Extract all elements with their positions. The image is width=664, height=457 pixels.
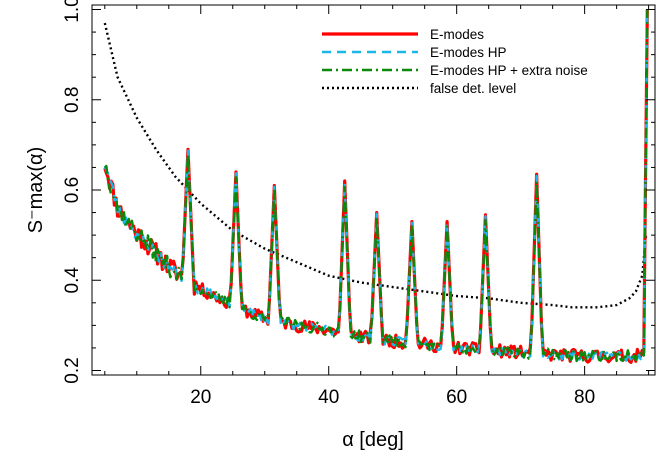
x-axis-ticks: 20 40 60 80 xyxy=(104,5,650,408)
y-axis-ticks: 0.2 0.4 0.6 0.8 1.0 xyxy=(62,0,655,384)
series-line-false-det-level xyxy=(103,22,648,309)
x-axis-title: α [deg] xyxy=(342,429,404,451)
y-axis-title: S⁻max(α) xyxy=(25,147,47,234)
x-tick-label: 60 xyxy=(446,387,467,408)
series-line-e-modes-hp xyxy=(103,9,649,362)
y-tick-label: 0.6 xyxy=(62,177,83,203)
y-tick-label: 0.8 xyxy=(62,87,83,113)
x-tick-label: 80 xyxy=(574,387,595,408)
x-tick-label: 20 xyxy=(190,387,211,408)
plot-area: 20 40 60 80 0.2 0.4 0.6 0.8 1.0 xyxy=(62,0,656,408)
y-tick-label: 0.4 xyxy=(62,267,83,294)
plot-frame xyxy=(91,4,656,376)
legend-label: E-modes HP + extra noise xyxy=(430,63,588,78)
legend-label: E-modes HP xyxy=(430,45,507,60)
legend-label: E-modes xyxy=(430,27,484,42)
legend-label: false det. level xyxy=(430,81,516,96)
x-tick-label: 40 xyxy=(318,387,339,408)
series-line-e-modes-hp-extra-noise xyxy=(103,9,649,363)
legend: E-modes E-modes HP E-modes HP + extra nois… xyxy=(322,27,588,96)
series-group xyxy=(103,9,649,364)
y-tick-label: 1.0 xyxy=(62,0,83,23)
y-tick-label: 0.2 xyxy=(62,357,83,383)
